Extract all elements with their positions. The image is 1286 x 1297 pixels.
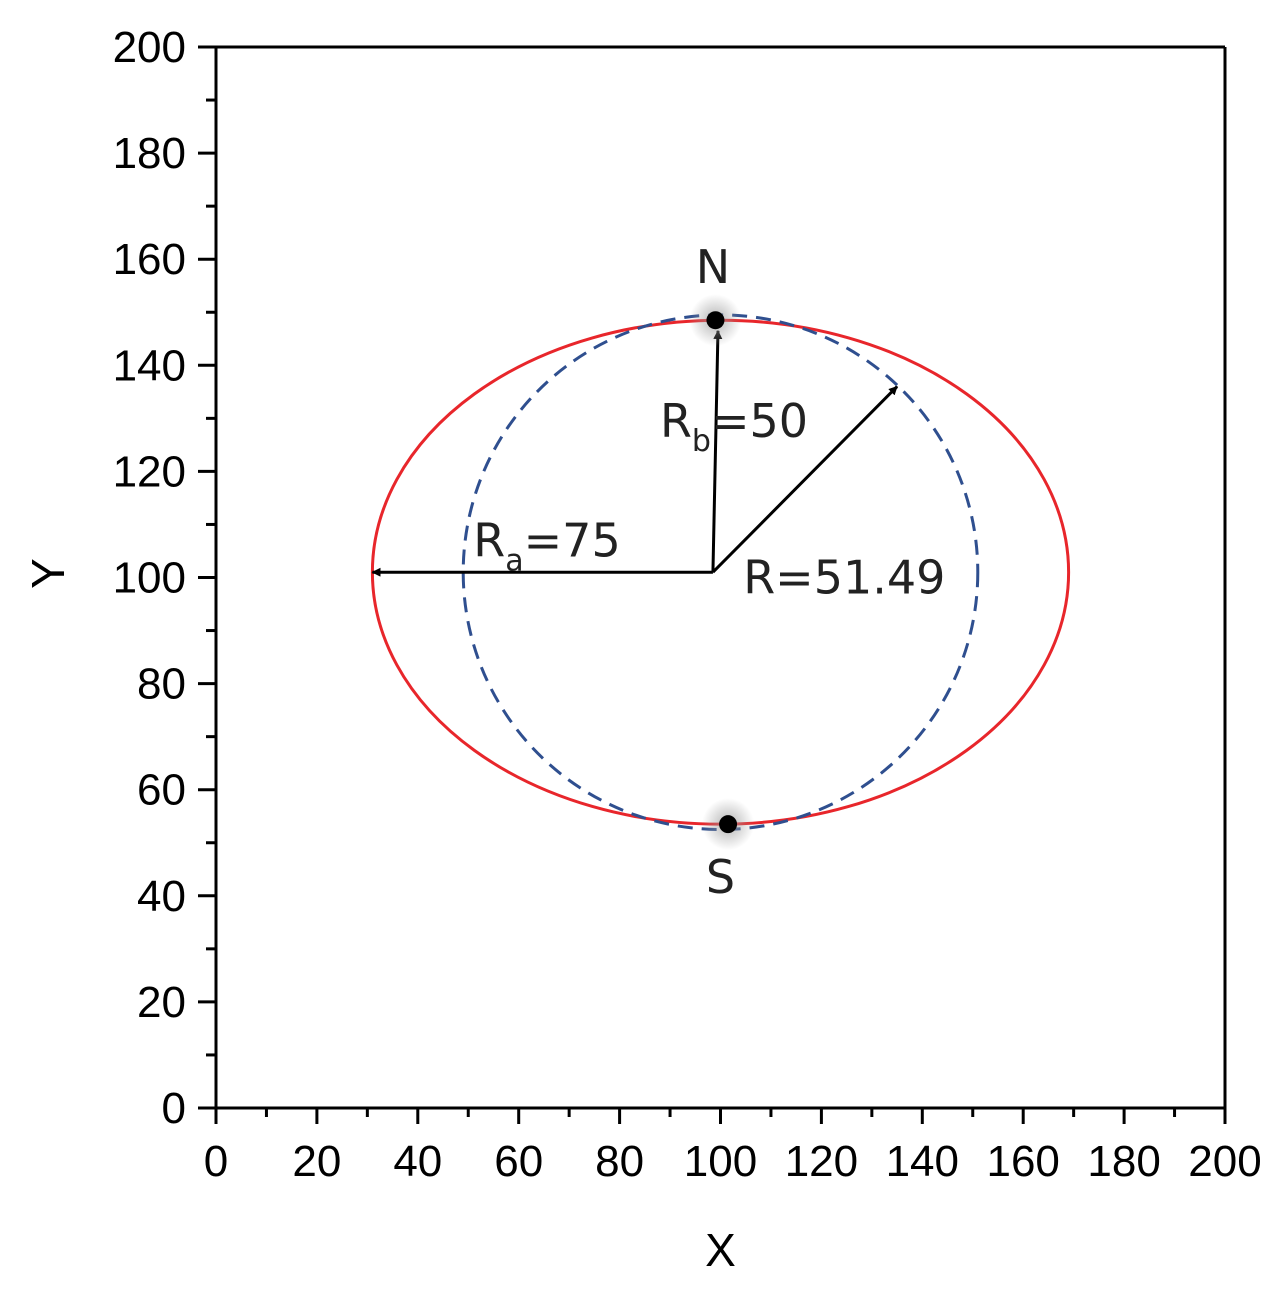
axes <box>214 45 1227 1110</box>
y-tick-label: 140 <box>113 341 186 390</box>
y-tick-label: 60 <box>137 766 186 815</box>
y-tick-label: 100 <box>113 554 186 603</box>
y-axis-label: Y <box>22 558 74 589</box>
x-tick-label: 140 <box>886 1137 959 1186</box>
x-axis-label: X <box>705 1224 736 1276</box>
ra-subscript: a <box>505 543 523 578</box>
arrows <box>371 329 899 577</box>
x-tick-label: 160 <box>986 1137 1059 1186</box>
s-label: S <box>706 850 735 904</box>
y-tick-label: 120 <box>113 447 186 496</box>
points <box>689 294 755 851</box>
x-tick-label: 180 <box>1087 1137 1160 1186</box>
x-tick-label: 20 <box>292 1137 341 1186</box>
ticks: 0 20 40 60 80 100 120 140 160 180 200 0 20 40 60 80 100 1… <box>113 23 1262 1186</box>
ra-annotation: Ra=75 <box>473 513 620 578</box>
rb-annotation: Rb=50 <box>660 394 808 459</box>
y-tick-label: 0 <box>162 1084 186 1133</box>
n-label: N <box>696 240 730 294</box>
x-tick-label: 40 <box>393 1137 442 1186</box>
ra-main: R <box>473 513 505 567</box>
x-tick-label: 200 <box>1188 1137 1261 1186</box>
radius-arrow-1 <box>711 329 723 573</box>
rb-subscript: b <box>692 424 711 459</box>
point-n <box>706 311 725 330</box>
x-tick-label: 60 <box>494 1137 543 1186</box>
ra-value: =75 <box>524 513 621 567</box>
r-annotation: R=51.49 <box>743 550 945 604</box>
x-tick-label: 100 <box>684 1137 757 1186</box>
rb-value: =50 <box>711 394 808 448</box>
y-tick-label: 20 <box>137 978 186 1027</box>
radius-arrow-2 <box>711 385 899 574</box>
x-tick-label: 80 <box>595 1137 644 1186</box>
x-tick-label: 120 <box>785 1137 858 1186</box>
y-tick-label: 40 <box>137 872 186 921</box>
point-s <box>719 815 738 834</box>
y-tick-label: 160 <box>113 235 186 284</box>
x-tick-label: 0 <box>204 1137 228 1186</box>
y-tick-label: 80 <box>137 660 186 709</box>
rb-main: R <box>660 394 692 448</box>
y-tick-label: 200 <box>113 23 186 72</box>
y-tick-label: 180 <box>113 129 186 178</box>
